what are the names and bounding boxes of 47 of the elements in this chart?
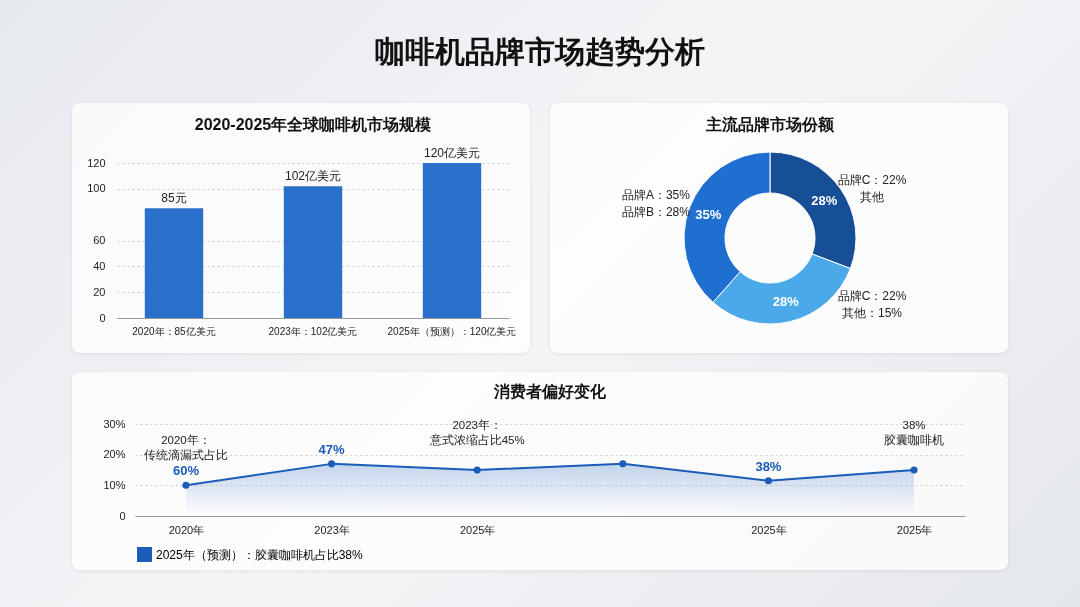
y-tick-label: 0 [119,509,126,522]
y-tick-label: 20 [93,285,106,298]
y-tick-label: 20% [103,448,126,461]
data-label: 102亿美元 [284,169,342,184]
chart-title: 2020-2025年全球咖啡机市场规模 [194,116,432,133]
x-tick-label: 2025年 [459,523,496,536]
x-tick-label: 2023年 [314,523,350,536]
x-tick-label: 2020年：85亿美元 [132,325,216,337]
annotation: 38% [755,458,782,474]
slice-label: 品牌A：35% 品牌B：28% [621,187,691,219]
annotation: 60% [172,463,200,479]
chart-title: 消费者偏好变化 [493,383,607,400]
y-tick-label: 30% [103,417,126,430]
point [182,481,190,489]
y-tick-label: 40 [93,259,106,272]
y-tick-label: 60 [93,234,106,246]
point [910,466,918,474]
annotation: 38% 胶囊咖啡机 [884,419,945,446]
x-tick-label: 2025年 [751,523,787,536]
point [764,477,772,485]
x-tick-label: 2020年 [168,523,205,536]
data-label: 28% [772,294,800,310]
text: 咖啡机品牌市场趋势分析 [374,34,706,70]
y-tick-label: 10% [103,478,126,491]
bar [422,163,482,318]
bar [144,208,204,318]
y-tick-label: 100 [87,182,106,195]
slice-label: 品牌C：22% 其他 [837,173,907,204]
point [473,466,481,474]
chart-title: 主流品牌市场份额 [705,115,835,133]
annotation: 2023年：意式浓缩占比45% [428,419,525,446]
point [328,460,336,468]
annotation: 2020年：传统滴漏式占比 [143,434,228,462]
x-tick-label: 2023年：102亿美元 [268,325,358,337]
bar [283,186,343,318]
annotation: 47% [318,441,346,457]
data-label: 35% [695,206,722,222]
data-label: 28% [811,192,838,208]
x-tick-label: 2025年 [896,523,933,536]
data-label: 85元 [161,191,187,206]
y-tick-label: 0 [99,311,106,324]
y-tick-label: 120 [87,156,106,169]
point [619,460,627,468]
legend-label: 2025年（预测）：胶囊咖啡机占比38% [156,547,364,562]
x-tick-label: 2025年（预测）：120亿美元 [387,325,517,337]
slice-label: 品牌C：22% 其他：15% [837,289,907,320]
data-label: 120亿美元 [423,146,481,160]
